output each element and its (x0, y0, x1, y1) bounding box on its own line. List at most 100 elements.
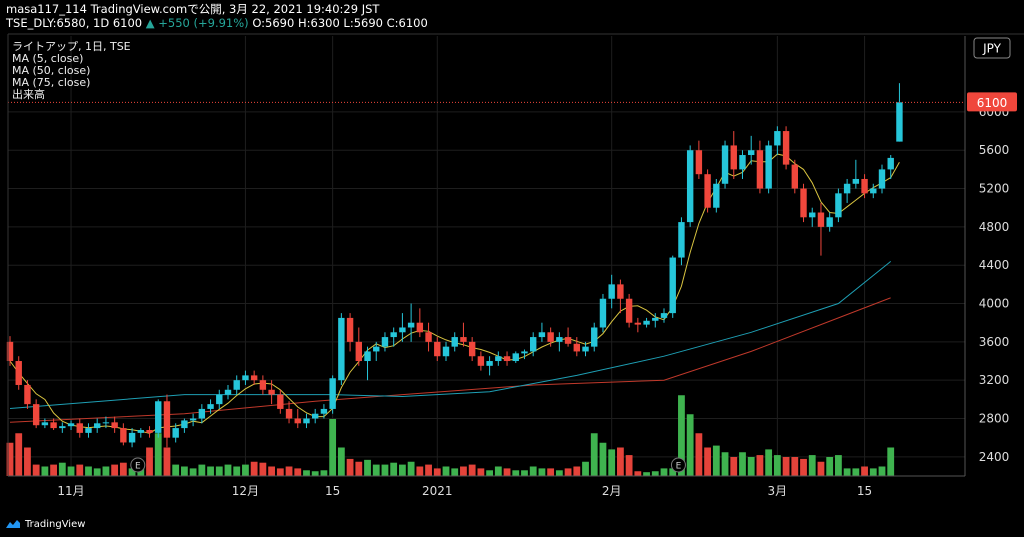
candle-body (835, 193, 842, 218)
volume-bar (364, 459, 371, 476)
candle-body (320, 408, 328, 414)
candle-body (285, 408, 293, 419)
earnings-marker-icon[interactable] (670, 457, 686, 473)
currency-button[interactable] (973, 37, 1011, 59)
legend-entry[interactable]: 出来高 (12, 87, 45, 101)
earnings-marker-label: E (676, 462, 682, 472)
volume-bar (50, 464, 57, 476)
volume-bar (102, 466, 110, 476)
candle-body (704, 174, 711, 208)
x-tick-label: 15 (325, 484, 340, 498)
candle-body (660, 313, 668, 318)
candle-body (329, 378, 336, 409)
volume-bar (468, 464, 476, 476)
candle-body (739, 155, 746, 170)
chart-header: masa117_114 TradingView.comで公開, 3月 22, 2… (6, 2, 428, 30)
legend-entry[interactable]: MA (75, close) (12, 76, 90, 89)
candle-body (277, 394, 284, 409)
candle-body (782, 131, 790, 165)
volume-bar (41, 466, 49, 476)
volume-bar (460, 466, 467, 476)
candle-body (843, 183, 851, 194)
y-tick-label: 5600 (979, 143, 1010, 157)
volume-bar (608, 449, 616, 476)
candle-body (556, 337, 563, 342)
candle-body (625, 298, 633, 323)
candle-body (76, 423, 83, 433)
candle-body (678, 222, 685, 258)
candle-body (774, 131, 781, 146)
candle-body (617, 284, 624, 299)
candle-body (686, 150, 694, 223)
volume-bar (207, 466, 214, 476)
candle-body (146, 430, 153, 433)
candle-body (6, 341, 14, 362)
volume-bar (887, 447, 895, 476)
candle-body (172, 428, 179, 438)
legend-entry[interactable]: MA (50, close) (12, 64, 90, 77)
x-tick-label: 11月 (57, 484, 84, 498)
volume-bar (451, 468, 459, 476)
candle-body (434, 341, 441, 357)
candle-body (399, 327, 406, 333)
volume-bar (163, 447, 171, 476)
candle-body (390, 332, 397, 338)
volume-bar (85, 466, 92, 476)
y-tick-label: 2800 (979, 412, 1010, 426)
volume-bar (329, 419, 337, 476)
candle-body (198, 408, 206, 419)
ma75-line (9, 297, 891, 423)
y-tick-label: 2400 (979, 450, 1010, 464)
volume-bar (817, 461, 825, 476)
volume-bar (669, 468, 677, 476)
earnings-marker-icon[interactable] (130, 457, 146, 473)
y-tick-label: 3600 (979, 335, 1010, 349)
volume-bar (582, 461, 589, 476)
legend-entry[interactable]: MA (5, close) (12, 52, 83, 65)
volume-bar (146, 447, 153, 476)
volume-bar (268, 466, 275, 476)
candle-body (233, 380, 240, 390)
candle-body (355, 341, 362, 362)
volume-bar (67, 466, 75, 476)
candle-body (896, 102, 903, 142)
candle-body (207, 404, 214, 409)
candle-body (495, 356, 502, 362)
legend-entry[interactable]: ライトアップ, 1日, TSE (12, 40, 131, 53)
candle-body (50, 422, 57, 429)
candle-body (521, 351, 528, 354)
candle-body (137, 430, 144, 433)
candle-body (216, 394, 223, 405)
candle-body (442, 346, 450, 357)
candle-body (111, 422, 118, 429)
candle-body (242, 375, 249, 381)
volume-bar (311, 471, 319, 476)
candle-body (608, 284, 615, 299)
ohlc-values: O:5690 H:6300 L:5690 C:6100 (252, 16, 428, 30)
volume-bar (442, 466, 450, 476)
volume-bar (303, 470, 310, 476)
candle-body (599, 298, 607, 328)
volume-bar (651, 471, 659, 476)
candle-body (120, 428, 127, 443)
candle-body (15, 361, 22, 385)
candle-body (730, 145, 737, 170)
volume-bar (154, 433, 162, 476)
volume-bar (76, 464, 84, 476)
volume-bar (181, 466, 188, 476)
volume-bar (15, 433, 23, 476)
publish-line: masa117_114 TradingView.comで公開, 3月 22, 2… (6, 2, 380, 16)
volume-bar (433, 468, 441, 476)
candle-body (189, 418, 197, 421)
candles (6, 83, 965, 448)
volume-bar (512, 470, 520, 476)
volume-bar (346, 458, 354, 476)
candle-body (338, 317, 345, 381)
volume-bar (425, 464, 432, 476)
volume-bar (625, 455, 633, 476)
volume-bar (198, 464, 206, 476)
footer[interactable]: TradingView (6, 514, 85, 534)
volume-bar (712, 445, 720, 476)
volume-bar (128, 468, 136, 476)
